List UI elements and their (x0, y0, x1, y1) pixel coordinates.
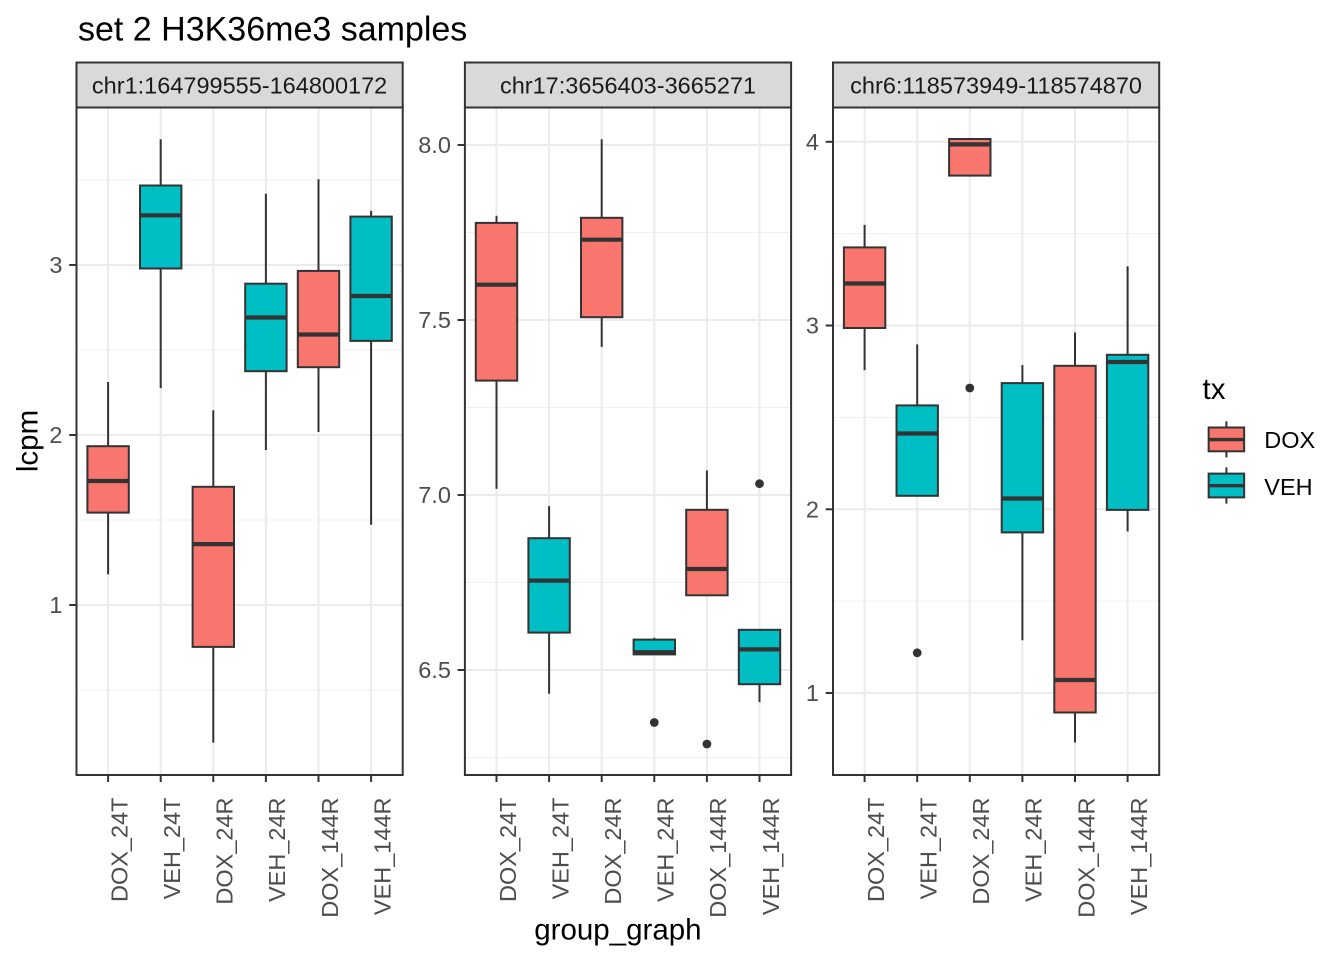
svg-text:set 2 H3K36me3 samples: set 2 H3K36me3 samples (78, 11, 467, 49)
svg-text:DOX_24R: DOX_24R (600, 798, 626, 905)
svg-text:chr17:3656403-3665271: chr17:3656403-3665271 (500, 73, 756, 99)
svg-text:DOX_24R: DOX_24R (968, 798, 994, 905)
svg-text:7.5: 7.5 (418, 307, 451, 333)
svg-text:chr6:118573949-118574870: chr6:118573949-118574870 (850, 73, 1142, 99)
svg-text:tx: tx (1203, 373, 1226, 406)
svg-text:DOX_144R: DOX_144R (317, 798, 343, 918)
svg-text:VEH_24R: VEH_24R (264, 798, 290, 903)
svg-text:DOX_24R: DOX_24R (212, 798, 238, 905)
svg-text:group_graph: group_graph (534, 914, 701, 947)
svg-text:6.5: 6.5 (418, 657, 451, 683)
svg-text:1: 1 (49, 592, 62, 618)
svg-text:3: 3 (49, 252, 62, 278)
svg-text:VEH_144R: VEH_144R (758, 798, 784, 916)
svg-text:8.0: 8.0 (418, 132, 451, 158)
svg-text:DOX_144R: DOX_144R (1073, 798, 1099, 918)
svg-text:DOX_24T: DOX_24T (863, 798, 889, 903)
svg-text:VEH_24R: VEH_24R (1021, 798, 1047, 903)
svg-text:4: 4 (806, 129, 819, 155)
svg-text:DOX: DOX (1264, 427, 1315, 453)
svg-text:DOX_24T: DOX_24T (495, 798, 521, 903)
svg-text:VEH_144R: VEH_144R (369, 798, 395, 916)
svg-text:VEH_144R: VEH_144R (1126, 798, 1152, 916)
svg-text:VEH_24R: VEH_24R (653, 798, 679, 903)
svg-text:7.0: 7.0 (418, 482, 451, 508)
svg-text:VEH: VEH (1264, 474, 1312, 500)
svg-text:VEH_24T: VEH_24T (916, 798, 942, 900)
svg-text:VEH_24T: VEH_24T (159, 798, 185, 900)
svg-text:3: 3 (806, 313, 819, 339)
svg-text:lcpm: lcpm (11, 410, 44, 472)
svg-text:DOX_24T: DOX_24T (106, 798, 132, 903)
svg-text:2: 2 (806, 497, 819, 523)
svg-text:chr1:164799555-164800172: chr1:164799555-164800172 (92, 73, 387, 99)
svg-text:DOX_144R: DOX_144R (705, 798, 731, 918)
svg-text:1: 1 (806, 680, 819, 706)
svg-text:VEH_24T: VEH_24T (547, 798, 573, 900)
svg-text:2: 2 (49, 422, 62, 448)
